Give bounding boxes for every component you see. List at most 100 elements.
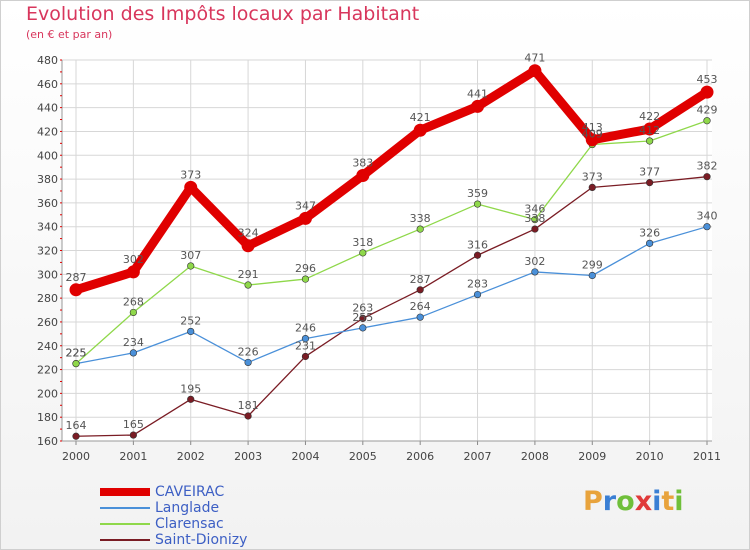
point-clarensac xyxy=(187,262,195,270)
data-label-saint-dionizy: 316 xyxy=(467,238,488,251)
series-line-caveirac xyxy=(71,66,712,295)
point-clarensac xyxy=(72,360,80,368)
point-langlade xyxy=(703,223,711,231)
point-caveirac xyxy=(528,64,542,78)
data-label-clarensac: 291 xyxy=(238,268,259,281)
data-label-clarensac: 412 xyxy=(639,124,660,137)
y-tick-label: 380 xyxy=(37,173,58,186)
data-label-saint-dionizy: 287 xyxy=(410,273,431,286)
data-label-clarensac: 318 xyxy=(352,236,373,249)
data-label-saint-dionizy: 338 xyxy=(524,212,545,225)
point-caveirac xyxy=(298,211,312,225)
point-saint-dionizy xyxy=(473,251,482,259)
axes: 160 180 200 220 240 260 280 300 320 340 360 380 400 4… xyxy=(37,54,721,463)
y-tick-label: 280 xyxy=(37,292,58,305)
point-langlade xyxy=(416,313,424,321)
point-saint-dionizy xyxy=(301,352,310,361)
y-tick-label: 220 xyxy=(37,364,58,377)
x-tick-label: 2004 xyxy=(291,450,319,463)
x-tick-label: 2005 xyxy=(349,450,377,463)
data-label-clarensac: 307 xyxy=(180,249,201,262)
point-langlade xyxy=(187,327,195,336)
data-label-caveirac: 347 xyxy=(295,199,316,212)
data-label-langlade: 302 xyxy=(524,255,545,268)
point-caveirac xyxy=(413,123,427,137)
data-label-clarensac: 409 xyxy=(582,128,603,141)
logo-letter: r xyxy=(602,486,617,517)
point-langlade xyxy=(359,324,367,332)
data-label-clarensac: 296 xyxy=(295,262,316,275)
point-caveirac xyxy=(471,99,485,113)
series-line-langlade xyxy=(75,226,708,365)
data-label-caveirac: 373 xyxy=(180,168,201,181)
series-line-saint-dionizy xyxy=(75,176,708,437)
data-labels: 164 165 195 181 231 263 287 316 338 373 377 382 225 2… xyxy=(66,52,718,433)
point-clarensac xyxy=(416,225,424,233)
chart-subtitle: (en € et par an) xyxy=(26,28,113,41)
point-caveirac xyxy=(700,85,714,99)
point-caveirac xyxy=(241,239,255,253)
data-label-clarensac: 268 xyxy=(123,295,144,308)
point-clarensac xyxy=(473,200,482,208)
y-tick-label: 340 xyxy=(37,221,58,234)
data-label-caveirac: 422 xyxy=(639,110,660,123)
point-clarensac xyxy=(646,137,654,145)
x-tick-label: 2011 xyxy=(693,450,721,463)
y-tick-label: 200 xyxy=(37,387,58,400)
data-label-langlade: 264 xyxy=(410,300,431,313)
data-label-langlade: 226 xyxy=(238,345,259,358)
x-tick-label: 2002 xyxy=(177,450,205,463)
y-tick-label: 480 xyxy=(37,54,58,67)
x-tick-label: 2003 xyxy=(234,450,262,463)
y-tick-label: 320 xyxy=(37,245,58,258)
point-saint-dionizy xyxy=(416,286,424,294)
legend-label-saint-dionizy: Saint-Dionizy xyxy=(155,532,248,548)
data-label-saint-dionizy: 231 xyxy=(295,339,316,352)
legend-label-clarensac: Clarensac xyxy=(155,516,224,532)
x-tick-label: 2010 xyxy=(636,450,664,463)
point-caveirac xyxy=(356,168,370,182)
legend-swatch-langlade xyxy=(100,507,150,509)
data-label-clarensac: 429 xyxy=(697,104,718,117)
data-label-caveirac: 287 xyxy=(66,271,87,284)
point-clarensac xyxy=(301,275,310,283)
grid xyxy=(62,59,712,442)
point-langlade xyxy=(531,268,539,276)
point-clarensac xyxy=(359,249,367,257)
y-tick-label: 400 xyxy=(37,149,58,162)
data-label-saint-dionizy: 382 xyxy=(697,160,718,173)
legend-swatch-caveirac xyxy=(100,488,150,496)
x-tick-label: 2001 xyxy=(119,450,147,463)
x-tick-label: 2009 xyxy=(578,450,606,463)
point-clarensac xyxy=(703,117,711,125)
y-tick-label: 460 xyxy=(37,78,58,91)
data-label-caveirac: 324 xyxy=(238,227,259,240)
logo-letter: P xyxy=(583,486,603,517)
data-label-saint-dionizy: 181 xyxy=(238,399,259,412)
logo-letter: i xyxy=(674,486,684,517)
data-label-saint-dionizy: 263 xyxy=(352,301,373,314)
data-label-caveirac: 421 xyxy=(410,111,431,124)
data-label-caveirac: 413 xyxy=(582,121,603,134)
y-tick-label: 240 xyxy=(37,340,58,353)
point-saint-dionizy xyxy=(703,173,711,181)
point-caveirac xyxy=(184,180,198,194)
point-clarensac xyxy=(244,281,252,289)
data-label-langlade: 246 xyxy=(295,322,316,335)
proxiti-logo: Proxiti xyxy=(583,486,684,517)
data-label-langlade: 225 xyxy=(66,347,87,360)
data-label-saint-dionizy: 164 xyxy=(66,419,87,432)
data-label-caveirac: 441 xyxy=(467,87,488,100)
point-langlade xyxy=(129,349,137,357)
y-tick-label: 160 xyxy=(37,435,58,448)
data-label-caveirac: 453 xyxy=(697,73,718,86)
data-label-saint-dionizy: 377 xyxy=(639,166,660,179)
point-saint-dionizy xyxy=(187,395,195,403)
point-langlade xyxy=(473,290,482,299)
data-label-clarensac: 359 xyxy=(467,187,488,200)
point-langlade xyxy=(646,239,654,247)
legend-swatch-clarensac xyxy=(100,523,150,525)
logo-letter: o xyxy=(616,486,635,517)
point-saint-dionizy xyxy=(588,183,596,191)
